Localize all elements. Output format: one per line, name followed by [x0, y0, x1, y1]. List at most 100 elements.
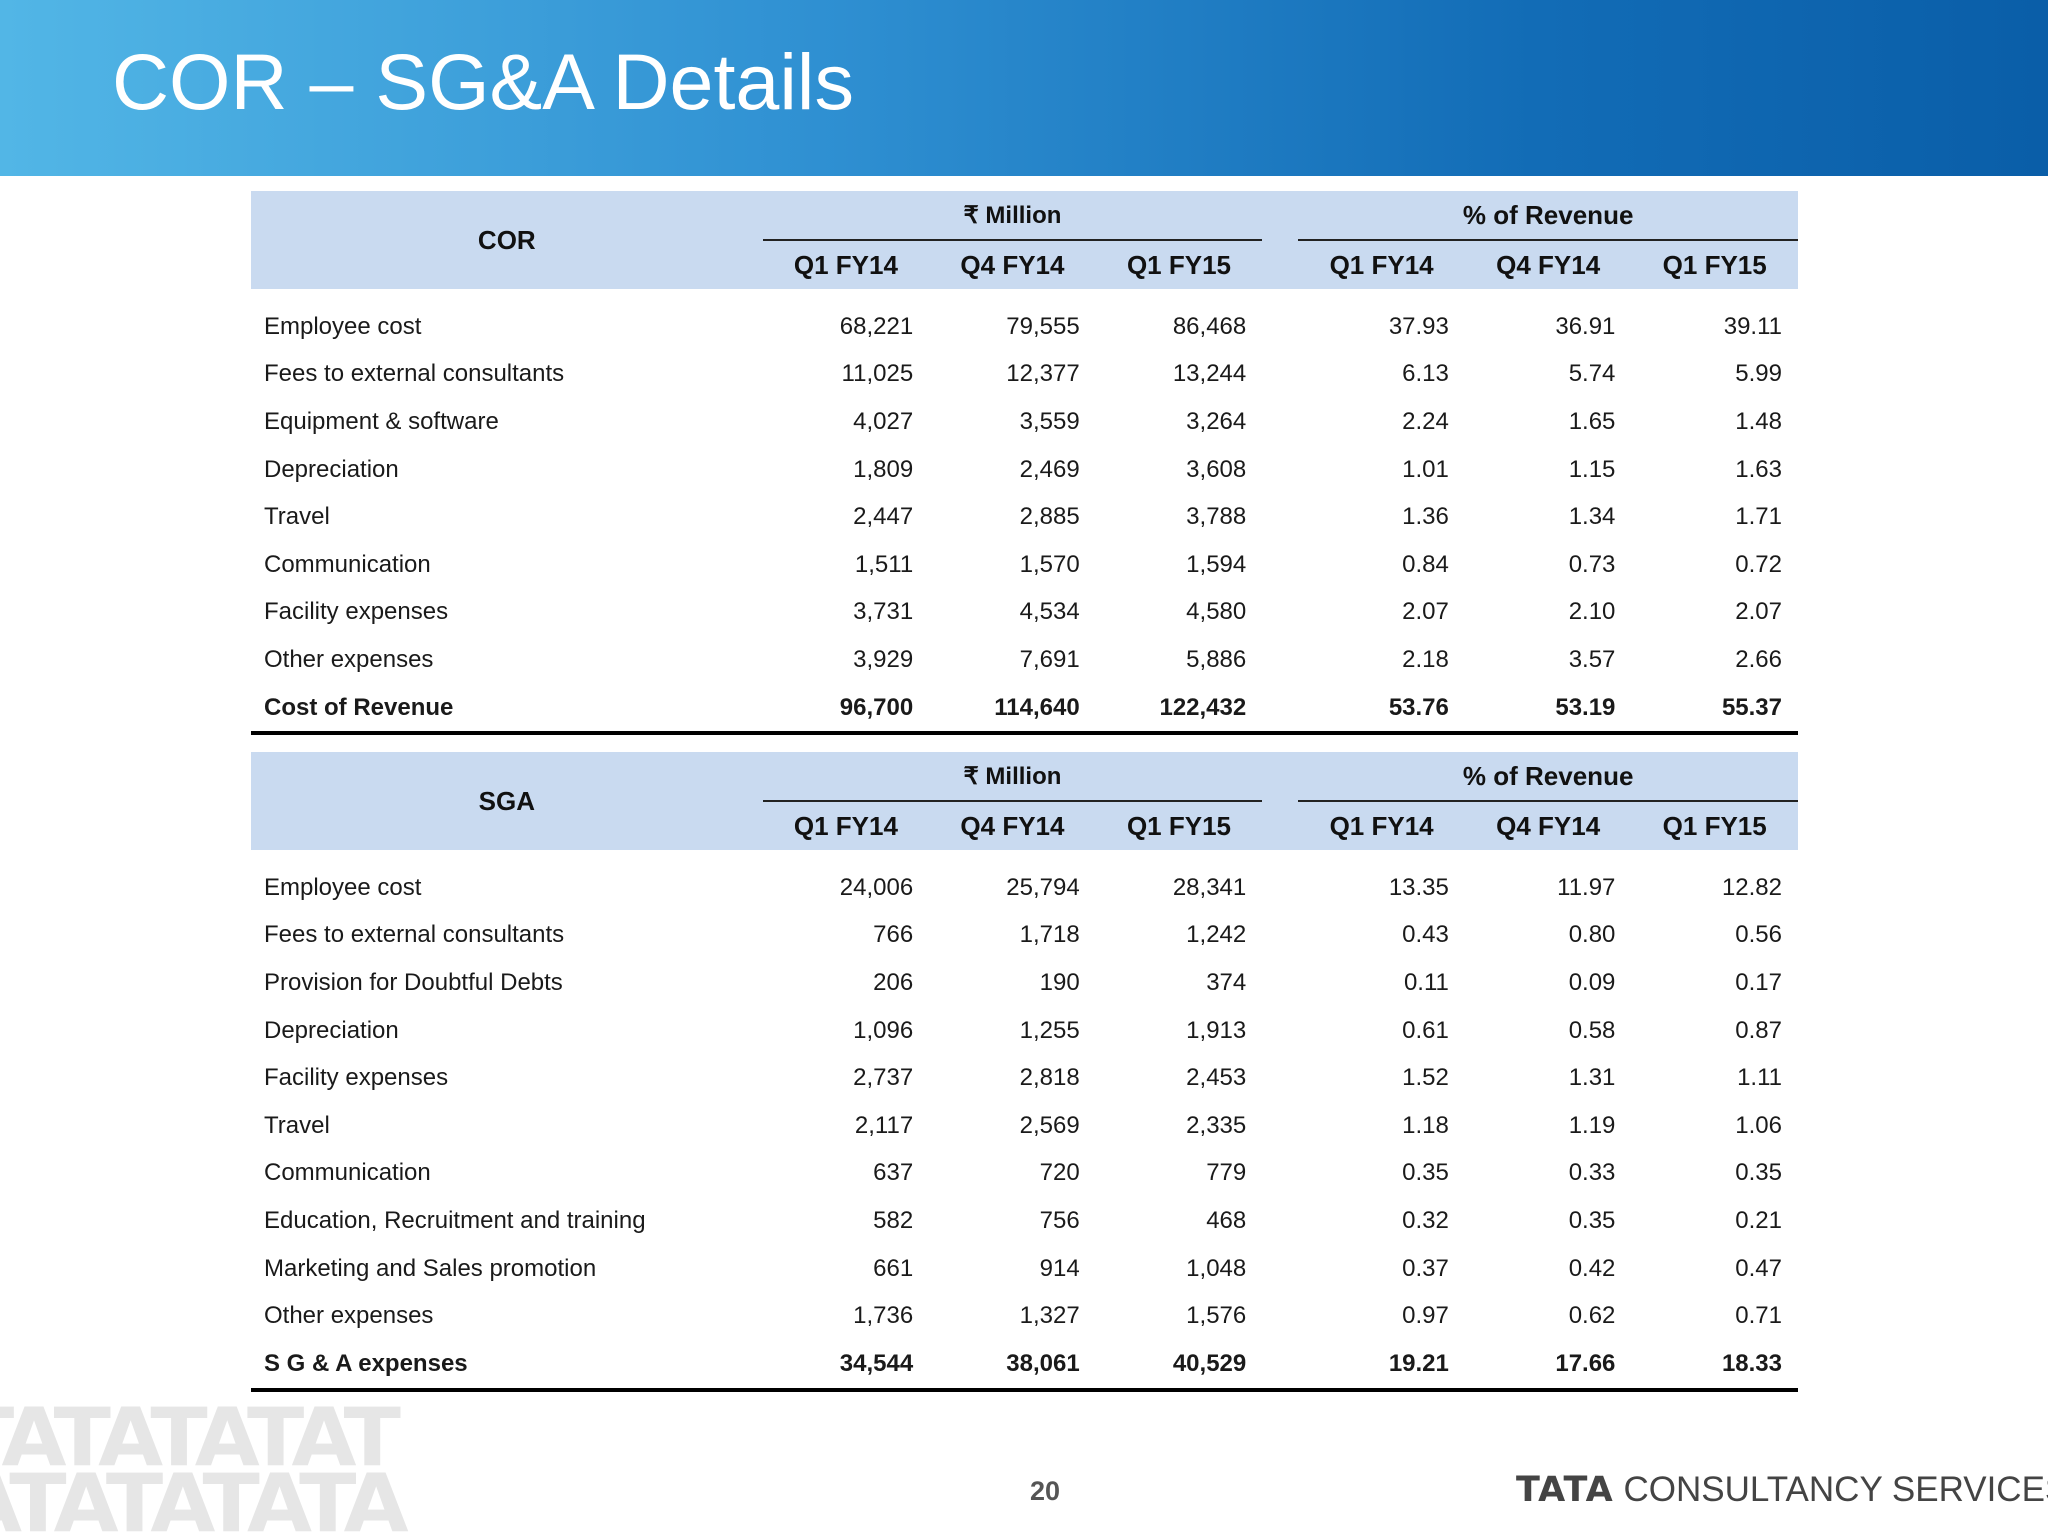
amount-cell: 2,818 [1019, 1064, 1080, 1092]
percent-cell: 2.10 [1568, 598, 1616, 626]
percent-cell: 0.58 [1568, 1016, 1616, 1044]
amount-cell: 1,718 [1019, 921, 1080, 949]
column-gap [1262, 1102, 1298, 1150]
percent-cell: 1.63 [1735, 455, 1782, 483]
percent-cell: 2.24 [1402, 407, 1449, 435]
amount-cell: 3,929 [853, 645, 914, 673]
percent-cell: 0.43 [1402, 921, 1449, 949]
header-gap [1262, 191, 1299, 240]
header-gap [1262, 801, 1299, 850]
row-label: Travel [264, 1111, 330, 1139]
column-gap [1262, 398, 1298, 446]
column-header: Q1 FY14 [1298, 801, 1465, 850]
amount-cell: 2,447 [853, 503, 914, 531]
row-label: Marketing and Sales promotion [264, 1254, 597, 1282]
column-gap [1262, 683, 1299, 736]
percent-cell: 0.33 [1568, 1159, 1616, 1187]
column-gap [1262, 493, 1298, 541]
percent-cell: 0.32 [1402, 1206, 1449, 1234]
table-row: Provision for Doubtful Debts 206 190 374 0.1… [251, 959, 1798, 1007]
percent-cell: 5.99 [1735, 360, 1782, 388]
total-row: S G & A expenses 34,544 38,061 40,529 19.21 1… [251, 1339, 1798, 1392]
column-gap [1262, 959, 1298, 1007]
column-header: Q4 FY14 [929, 240, 1096, 289]
amount-cell: 34,544 [762, 1339, 930, 1392]
percent-cell: 1.65 [1568, 407, 1616, 435]
amount-cell: 7,691 [1019, 645, 1080, 673]
sga-percent-group-header: % of Revenue [1298, 752, 1798, 802]
percent-cell: 2.66 [1735, 645, 1782, 673]
amount-cell: 1,576 [1186, 1302, 1247, 1330]
percent-cell: 0.62 [1568, 1302, 1616, 1330]
amount-cell: 766 [873, 921, 914, 949]
percent-cell: 0.72 [1735, 550, 1782, 578]
percent-cell: 0.11 [1403, 968, 1449, 996]
column-header: Q1 FY14 [1298, 240, 1465, 289]
row-label: Communication [264, 550, 431, 578]
amount-cell: 1,048 [1186, 1254, 1247, 1282]
row-label: Fees to external consultants [264, 921, 565, 949]
column-header: Q4 FY14 [929, 801, 1096, 850]
percent-cell: 53.19 [1464, 683, 1632, 736]
column-header: Q1 FY15 [1095, 801, 1263, 850]
percent-cell: 0.42 [1568, 1254, 1616, 1282]
amount-cell: 756 [1039, 1206, 1080, 1234]
amount-cell: 68,221 [839, 312, 914, 340]
spacer-cell [251, 289, 1798, 303]
row-label: Education, Recruitment and training [264, 1206, 646, 1234]
total-row: Cost of Revenue 96,700 114,640 122,432 53.76… [251, 683, 1798, 736]
percent-cell: 0.35 [1568, 1206, 1616, 1234]
amount-cell: 2,469 [1019, 455, 1080, 483]
table-row: Employee cost 24,006 25,794 28,341 13.35 11.9… [251, 864, 1798, 912]
row-label: Depreciation [264, 455, 399, 483]
table-row: Facility expenses 2,737 2,818 2,453 1.52 1.31… [251, 1054, 1798, 1102]
column-gap [1262, 303, 1298, 351]
amount-cell: 4,580 [1186, 598, 1247, 626]
cor-section-label: COR [251, 191, 763, 289]
amount-cell: 1,327 [1019, 1302, 1080, 1330]
column-gap [1262, 1339, 1299, 1392]
amount-cell: 2,117 [854, 1111, 914, 1139]
percent-cell: 0.35 [1402, 1159, 1449, 1187]
table-row: Facility expenses 3,731 4,534 4,580 2.07 2.10… [251, 589, 1798, 637]
sga-table: SGA ₹ Million % of Revenue Q1 FY14 Q4 FY… [251, 752, 1798, 1392]
percent-cell: 0.21 [1735, 1206, 1782, 1234]
amount-cell: 4,534 [1019, 598, 1080, 626]
watermark-line: ATATATATA [0, 1457, 409, 1536]
percent-cell: 2.07 [1735, 598, 1782, 626]
table-row: Employee cost 68,221 79,555 86,468 37.93 36.9… [251, 303, 1798, 351]
column-header: Q1 FY14 [762, 801, 930, 850]
percent-cell: 11.97 [1557, 873, 1616, 901]
amount-cell: 24,006 [839, 873, 914, 901]
amount-cell: 38,061 [929, 1339, 1096, 1392]
amount-cell: 114,640 [929, 683, 1096, 736]
column-header: Q4 FY14 [1464, 801, 1632, 850]
percent-cell: 6.13 [1402, 360, 1449, 388]
table-row: Communication 1,511 1,570 1,594 0.84 0.73 0.72 [251, 541, 1798, 589]
percent-cell: 0.71 [1735, 1302, 1782, 1330]
column-gap [1262, 1007, 1298, 1055]
amount-cell: 1,913 [1186, 1016, 1247, 1044]
row-label: Equipment & software [264, 407, 499, 435]
amount-cell: 28,341 [1172, 873, 1247, 901]
amount-cell: 1,242 [1186, 921, 1247, 949]
amount-cell: 5,886 [1186, 645, 1247, 673]
column-gap [1262, 589, 1298, 637]
amount-cell: 1,809 [853, 455, 914, 483]
amount-cell: 2,453 [1186, 1064, 1247, 1092]
column-header: Q4 FY14 [1464, 240, 1632, 289]
amount-cell: 637 [873, 1159, 914, 1187]
column-gap [1262, 446, 1298, 494]
watermark-line: TATATATAT [0, 1405, 401, 1484]
column-gap [1262, 1197, 1298, 1245]
row-label: Travel [264, 503, 330, 531]
row-label: Employee cost [264, 312, 422, 340]
percent-cell: 0.73 [1568, 550, 1616, 578]
percent-cell: 0.97 [1402, 1302, 1449, 1330]
amount-cell: 25,794 [1006, 873, 1080, 901]
percent-cell: 0.80 [1568, 921, 1616, 949]
cor-million-group-header: ₹ Million [762, 191, 1263, 241]
row-label: Facility expenses [264, 1064, 449, 1092]
amount-cell: 79,555 [1006, 312, 1080, 340]
table-row: Depreciation 1,809 2,469 3,608 1.01 1.15 1.63 [251, 446, 1798, 494]
